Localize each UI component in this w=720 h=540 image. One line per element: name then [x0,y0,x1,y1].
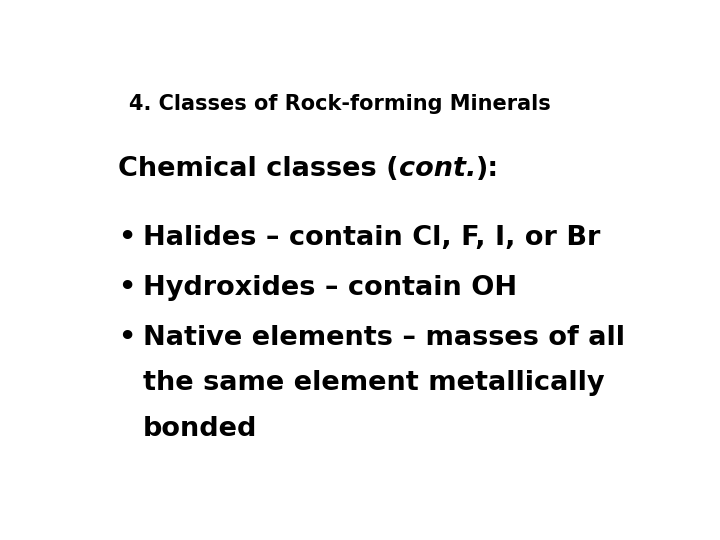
Text: Hydroxides – contain OH: Hydroxides – contain OH [143,275,517,301]
Text: Chemical classes (: Chemical classes ( [118,156,399,183]
Text: ):: ): [476,156,499,183]
Text: 4. Classes of Rock-forming Minerals: 4. Classes of Rock-forming Minerals [129,94,551,114]
Text: the same element metallically: the same element metallically [143,370,605,396]
Text: Native elements – masses of all: Native elements – masses of all [143,325,625,350]
Text: cont.: cont. [399,156,476,183]
Text: bonded: bonded [143,416,257,442]
Text: •: • [118,325,135,350]
Text: •: • [118,225,135,251]
Text: Halides – contain Cl, F, I, or Br: Halides – contain Cl, F, I, or Br [143,225,600,251]
Text: •: • [118,275,135,301]
